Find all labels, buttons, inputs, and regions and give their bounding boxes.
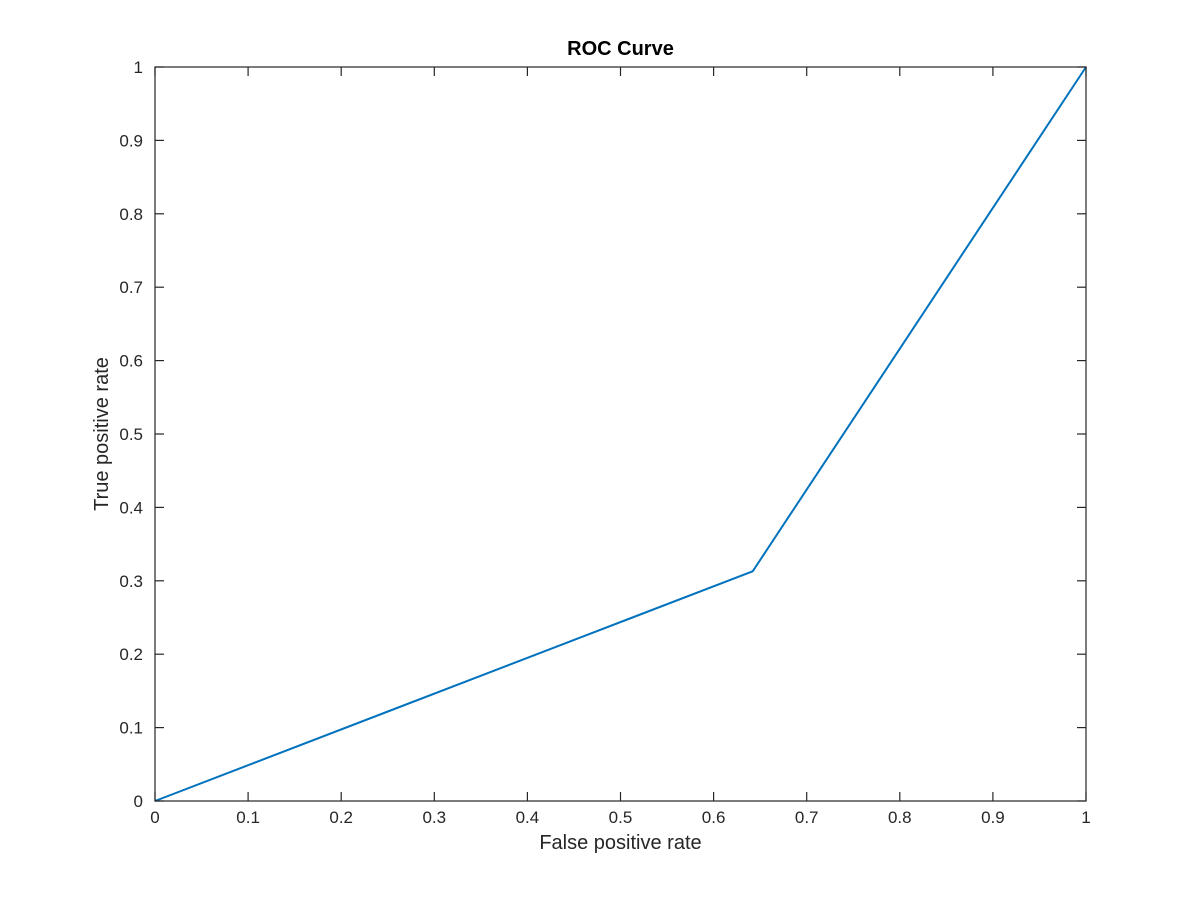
x-tick-label: 0.4 — [516, 808, 540, 827]
y-tick-label: 0.2 — [119, 645, 143, 664]
x-tick-label: 0 — [150, 808, 159, 827]
y-tick-label: 1 — [134, 58, 143, 77]
y-tick-label: 0.4 — [119, 498, 143, 517]
y-tick-label: 0.6 — [119, 352, 143, 371]
plot-area — [155, 67, 1086, 801]
x-tick-label: 0.9 — [981, 808, 1005, 827]
y-tick-label: 0.7 — [119, 278, 143, 297]
chart-title: ROC Curve — [567, 38, 674, 60]
x-axis-label: False positive rate — [539, 832, 701, 854]
x-tick-label: 1 — [1081, 808, 1090, 827]
x-tick-label: 0.7 — [795, 808, 819, 827]
x-tick-label: 0.3 — [422, 808, 446, 827]
y-tick-label: 0.5 — [119, 425, 143, 444]
x-tick-label: 0.8 — [888, 808, 912, 827]
y-tick-label: 0.9 — [119, 131, 143, 150]
y-tick-label: 0.1 — [119, 719, 143, 738]
y-axis-label: True positive rate — [91, 357, 113, 511]
x-tick-label: 0.2 — [329, 808, 353, 827]
x-tick-label: 0.6 — [702, 808, 726, 827]
x-tick-label: 0.5 — [609, 808, 633, 827]
y-tick-label: 0.3 — [119, 572, 143, 591]
y-tick-label: 0.8 — [119, 205, 143, 224]
y-tick-label: 0 — [134, 792, 143, 811]
x-tick-label: 0.1 — [236, 808, 260, 827]
